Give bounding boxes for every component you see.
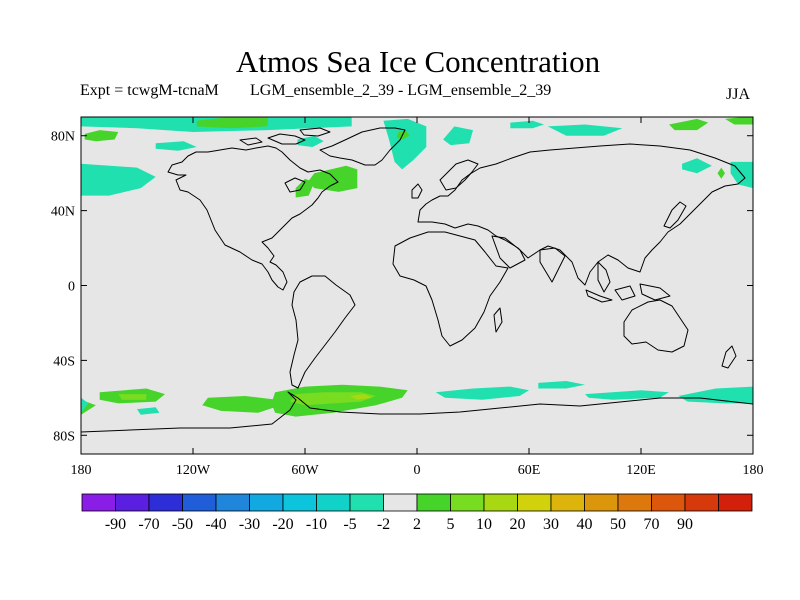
colorbar-swatch xyxy=(316,493,351,512)
season-label: JJA xyxy=(726,86,751,103)
colorbar-label: 2 xyxy=(413,516,421,533)
colorbar-swatch xyxy=(450,493,485,512)
colorbar-swatch xyxy=(550,493,585,512)
colorbar-swatch xyxy=(383,493,418,512)
colorbar-label: 90 xyxy=(677,516,693,533)
coastlines xyxy=(81,127,753,433)
sea-ice-anomaly-patch xyxy=(308,165,358,192)
sea-ice-anomaly-patch xyxy=(538,381,585,389)
colorbar-swatch xyxy=(718,493,753,512)
sea-ice-anomaly-patch xyxy=(118,394,147,400)
map-background xyxy=(81,117,753,454)
colorbar-swatch xyxy=(182,493,217,512)
sea-ice-anomaly-patch xyxy=(730,161,753,189)
sea-ice-anomaly-patch xyxy=(443,126,473,146)
colorbar-label: -70 xyxy=(138,516,159,533)
colorbar-swatch xyxy=(215,493,250,512)
colorbar-swatch xyxy=(282,493,317,512)
colorbar-swatch xyxy=(517,493,552,512)
longitude-axis: 180 120W 60W 0 60E 120E 180 xyxy=(71,117,764,478)
sea-ice-anomaly-patch xyxy=(349,394,373,400)
sea-ice-anomaly-patch xyxy=(295,178,315,198)
lon-tick-label: 180 xyxy=(743,463,764,478)
colorbar-label: 70 xyxy=(644,516,660,533)
sea-ice-anomaly-patch xyxy=(435,386,529,400)
sea-ice-anomaly-patch xyxy=(678,386,753,404)
lat-tick-label: 40N xyxy=(51,205,75,220)
sea-ice-anomaly-patch xyxy=(196,117,268,129)
sea-ice-anomaly-patch xyxy=(84,130,119,142)
colorbar: -90 -70 -50 -40 -30 -20 -10 -5 -2 2 5 10 20 30 40 50 70 9… xyxy=(81,493,753,533)
lat-tick-label: 80N xyxy=(51,130,75,145)
sea-ice-anomaly-patch xyxy=(725,117,753,125)
colorbar-label: -40 xyxy=(205,516,226,533)
sea-ice-anomaly-patch xyxy=(717,167,725,179)
ensemble-subtitle: LGM_ensemble_2_39 - LGM_ensemble_2_39 xyxy=(250,82,552,99)
sea-ice-anomaly-patch xyxy=(81,163,156,196)
lon-tick-label: 120E xyxy=(626,463,656,478)
colorbar-swatch xyxy=(617,493,652,512)
colorbar-label: 10 xyxy=(476,516,492,533)
colorbar-swatch xyxy=(684,493,719,512)
lon-tick-label: 120W xyxy=(176,463,211,478)
sea-ice-anomaly-patch xyxy=(383,118,427,170)
colorbar-swatch xyxy=(349,493,384,512)
colorbar-label: 30 xyxy=(543,516,559,533)
latitude-axis: 80N 40N 0 40S 80S xyxy=(51,130,753,444)
sea-ice-anomaly-patch xyxy=(547,124,623,136)
colorbar-label: 5 xyxy=(447,516,455,533)
experiment-label: Expt = tcwgM-tcnaM xyxy=(80,82,219,99)
colorbar-swatch xyxy=(584,493,619,512)
colorbar-label: 20 xyxy=(510,516,526,533)
sea-ice-anomaly-patch xyxy=(81,397,89,413)
colorbar-swatch xyxy=(81,493,116,512)
sea-ice-anomaly-patch xyxy=(682,158,712,174)
colorbar-label: -20 xyxy=(272,516,293,533)
colorbar-label: -50 xyxy=(172,516,193,533)
colorbar-label: 50 xyxy=(610,516,626,533)
chart-title: Atmos Sea Ice Concentration xyxy=(235,44,601,79)
lat-tick-label: 80S xyxy=(53,429,75,444)
lon-tick-label: 0 xyxy=(414,463,421,478)
sea-ice-anomaly-patch xyxy=(202,396,287,413)
colorbar-swatch xyxy=(115,493,150,512)
colorbar-swatch xyxy=(483,493,518,512)
colorbar-swatch xyxy=(651,493,686,512)
sea-ice-anomaly-patch xyxy=(669,118,709,131)
lat-tick-label: 0 xyxy=(68,280,75,295)
sea-ice-anomaly-patch xyxy=(297,135,324,147)
colorbar-label: -10 xyxy=(306,516,327,533)
lon-tick-label: 60W xyxy=(291,463,319,478)
colorbar-label: -30 xyxy=(239,516,260,533)
sea-ice-anomaly-patch xyxy=(155,141,197,151)
colorbar-label: 40 xyxy=(577,516,593,533)
colorbar-swatch xyxy=(416,493,451,512)
colorbar-label: -2 xyxy=(377,516,390,533)
sea-ice-anomaly-patch xyxy=(510,120,544,129)
colorbar-label: -5 xyxy=(343,516,356,533)
sea-ice-field xyxy=(81,117,753,417)
colorbar-swatch xyxy=(148,493,183,512)
lat-tick-label: 40S xyxy=(53,354,75,369)
sea-ice-anomaly-patch xyxy=(585,390,669,400)
colorbar-swatch xyxy=(249,493,284,512)
colorbar-label: -90 xyxy=(105,516,126,533)
sea-ice-anomaly-patch xyxy=(137,407,160,415)
lon-tick-label: 60E xyxy=(518,463,541,478)
lon-tick-label: 180 xyxy=(71,463,92,478)
